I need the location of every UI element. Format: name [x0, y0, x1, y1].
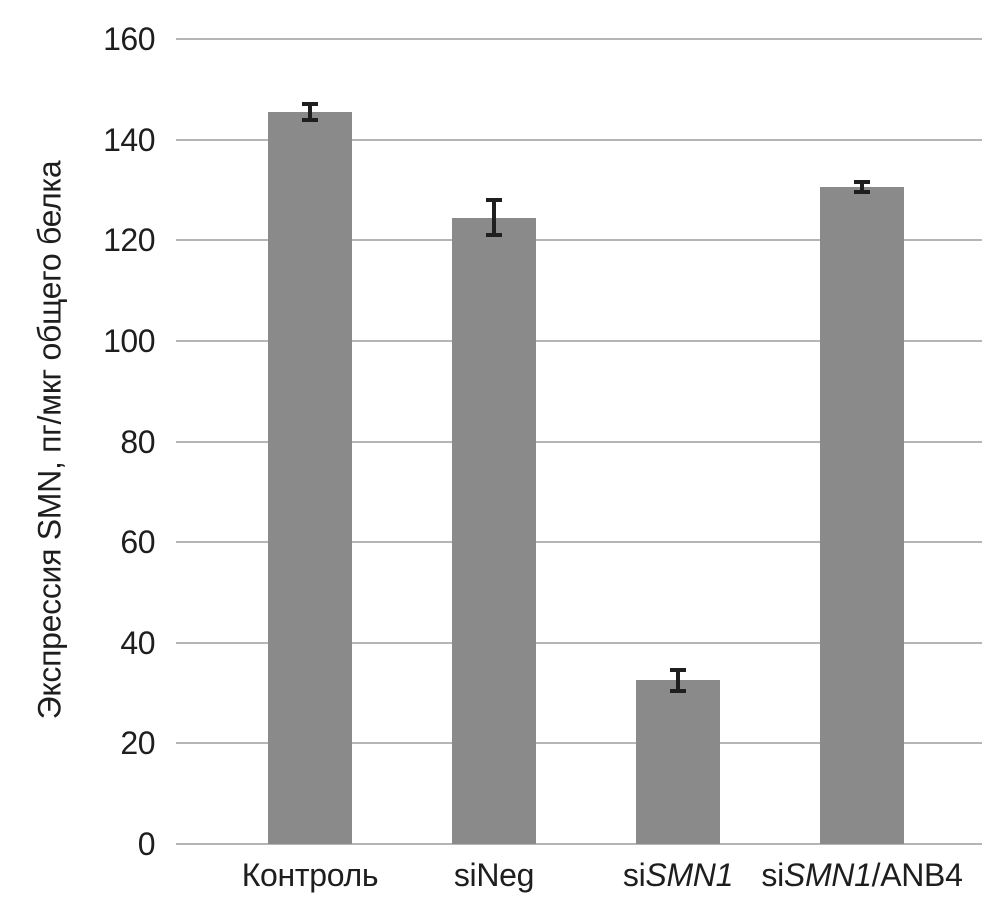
- x-category-label: siNeg: [453, 857, 535, 894]
- y-axis-title: Экспрессия SMN, пг/мкг общего белка: [31, 160, 68, 720]
- error-bar-cap-bottom: [486, 233, 502, 238]
- x-category-label: Контроль: [242, 857, 379, 894]
- x-label-italic-part: SMN1: [783, 857, 872, 893]
- gridline-140: [176, 138, 982, 141]
- gridline-40: [176, 641, 982, 644]
- gridline-60: [176, 541, 982, 544]
- bar: [452, 217, 536, 844]
- x-label-part: siNeg: [453, 857, 535, 893]
- error-bar: [492, 200, 496, 236]
- category-slot: siSMN1/ANB4: [761, 39, 963, 893]
- x-label-italic-part: SMN1: [645, 857, 734, 893]
- x-label-part: /ANB4: [871, 857, 963, 893]
- category-slot: siNeg: [402, 39, 586, 893]
- error-bar: [676, 670, 680, 691]
- bar-slots: Контроль siNeg siSMN1 siSMN1/ANB4: [176, 39, 982, 893]
- error-bar-cap-bottom: [670, 688, 686, 693]
- x-category-label: siSMN1/ANB4: [761, 857, 963, 894]
- error-bar: [308, 104, 312, 120]
- error-bar-cap-top: [486, 198, 502, 202]
- category-slot: Контроль: [218, 39, 402, 893]
- bar: [636, 680, 720, 844]
- gridline-120: [176, 239, 982, 242]
- plot-area: 0 20 40 60 80 100 120 140 160 Контроль siNeg siSMN1…: [103, 23, 982, 893]
- gridline-100: [176, 339, 982, 342]
- error-bar: [860, 182, 864, 193]
- category-slot: siSMN1: [586, 39, 770, 893]
- error-bar-cap-bottom: [854, 190, 870, 195]
- error-bar-cap-top: [670, 668, 686, 673]
- gridline-20: [176, 742, 982, 745]
- bar: [820, 187, 904, 844]
- x-label-part: si: [761, 857, 784, 893]
- bar: [268, 111, 352, 844]
- error-bar-cap-bottom: [302, 117, 318, 122]
- error-bar-cap-top: [302, 102, 318, 107]
- gridline-0: [176, 843, 982, 845]
- x-label-part: Контроль: [241, 857, 379, 893]
- error-bar-cap-top: [854, 180, 870, 185]
- gridline-80: [176, 440, 982, 443]
- x-category-label: siSMN1: [622, 857, 734, 894]
- gridline-160: [176, 38, 982, 40]
- x-label-part: si: [622, 857, 646, 893]
